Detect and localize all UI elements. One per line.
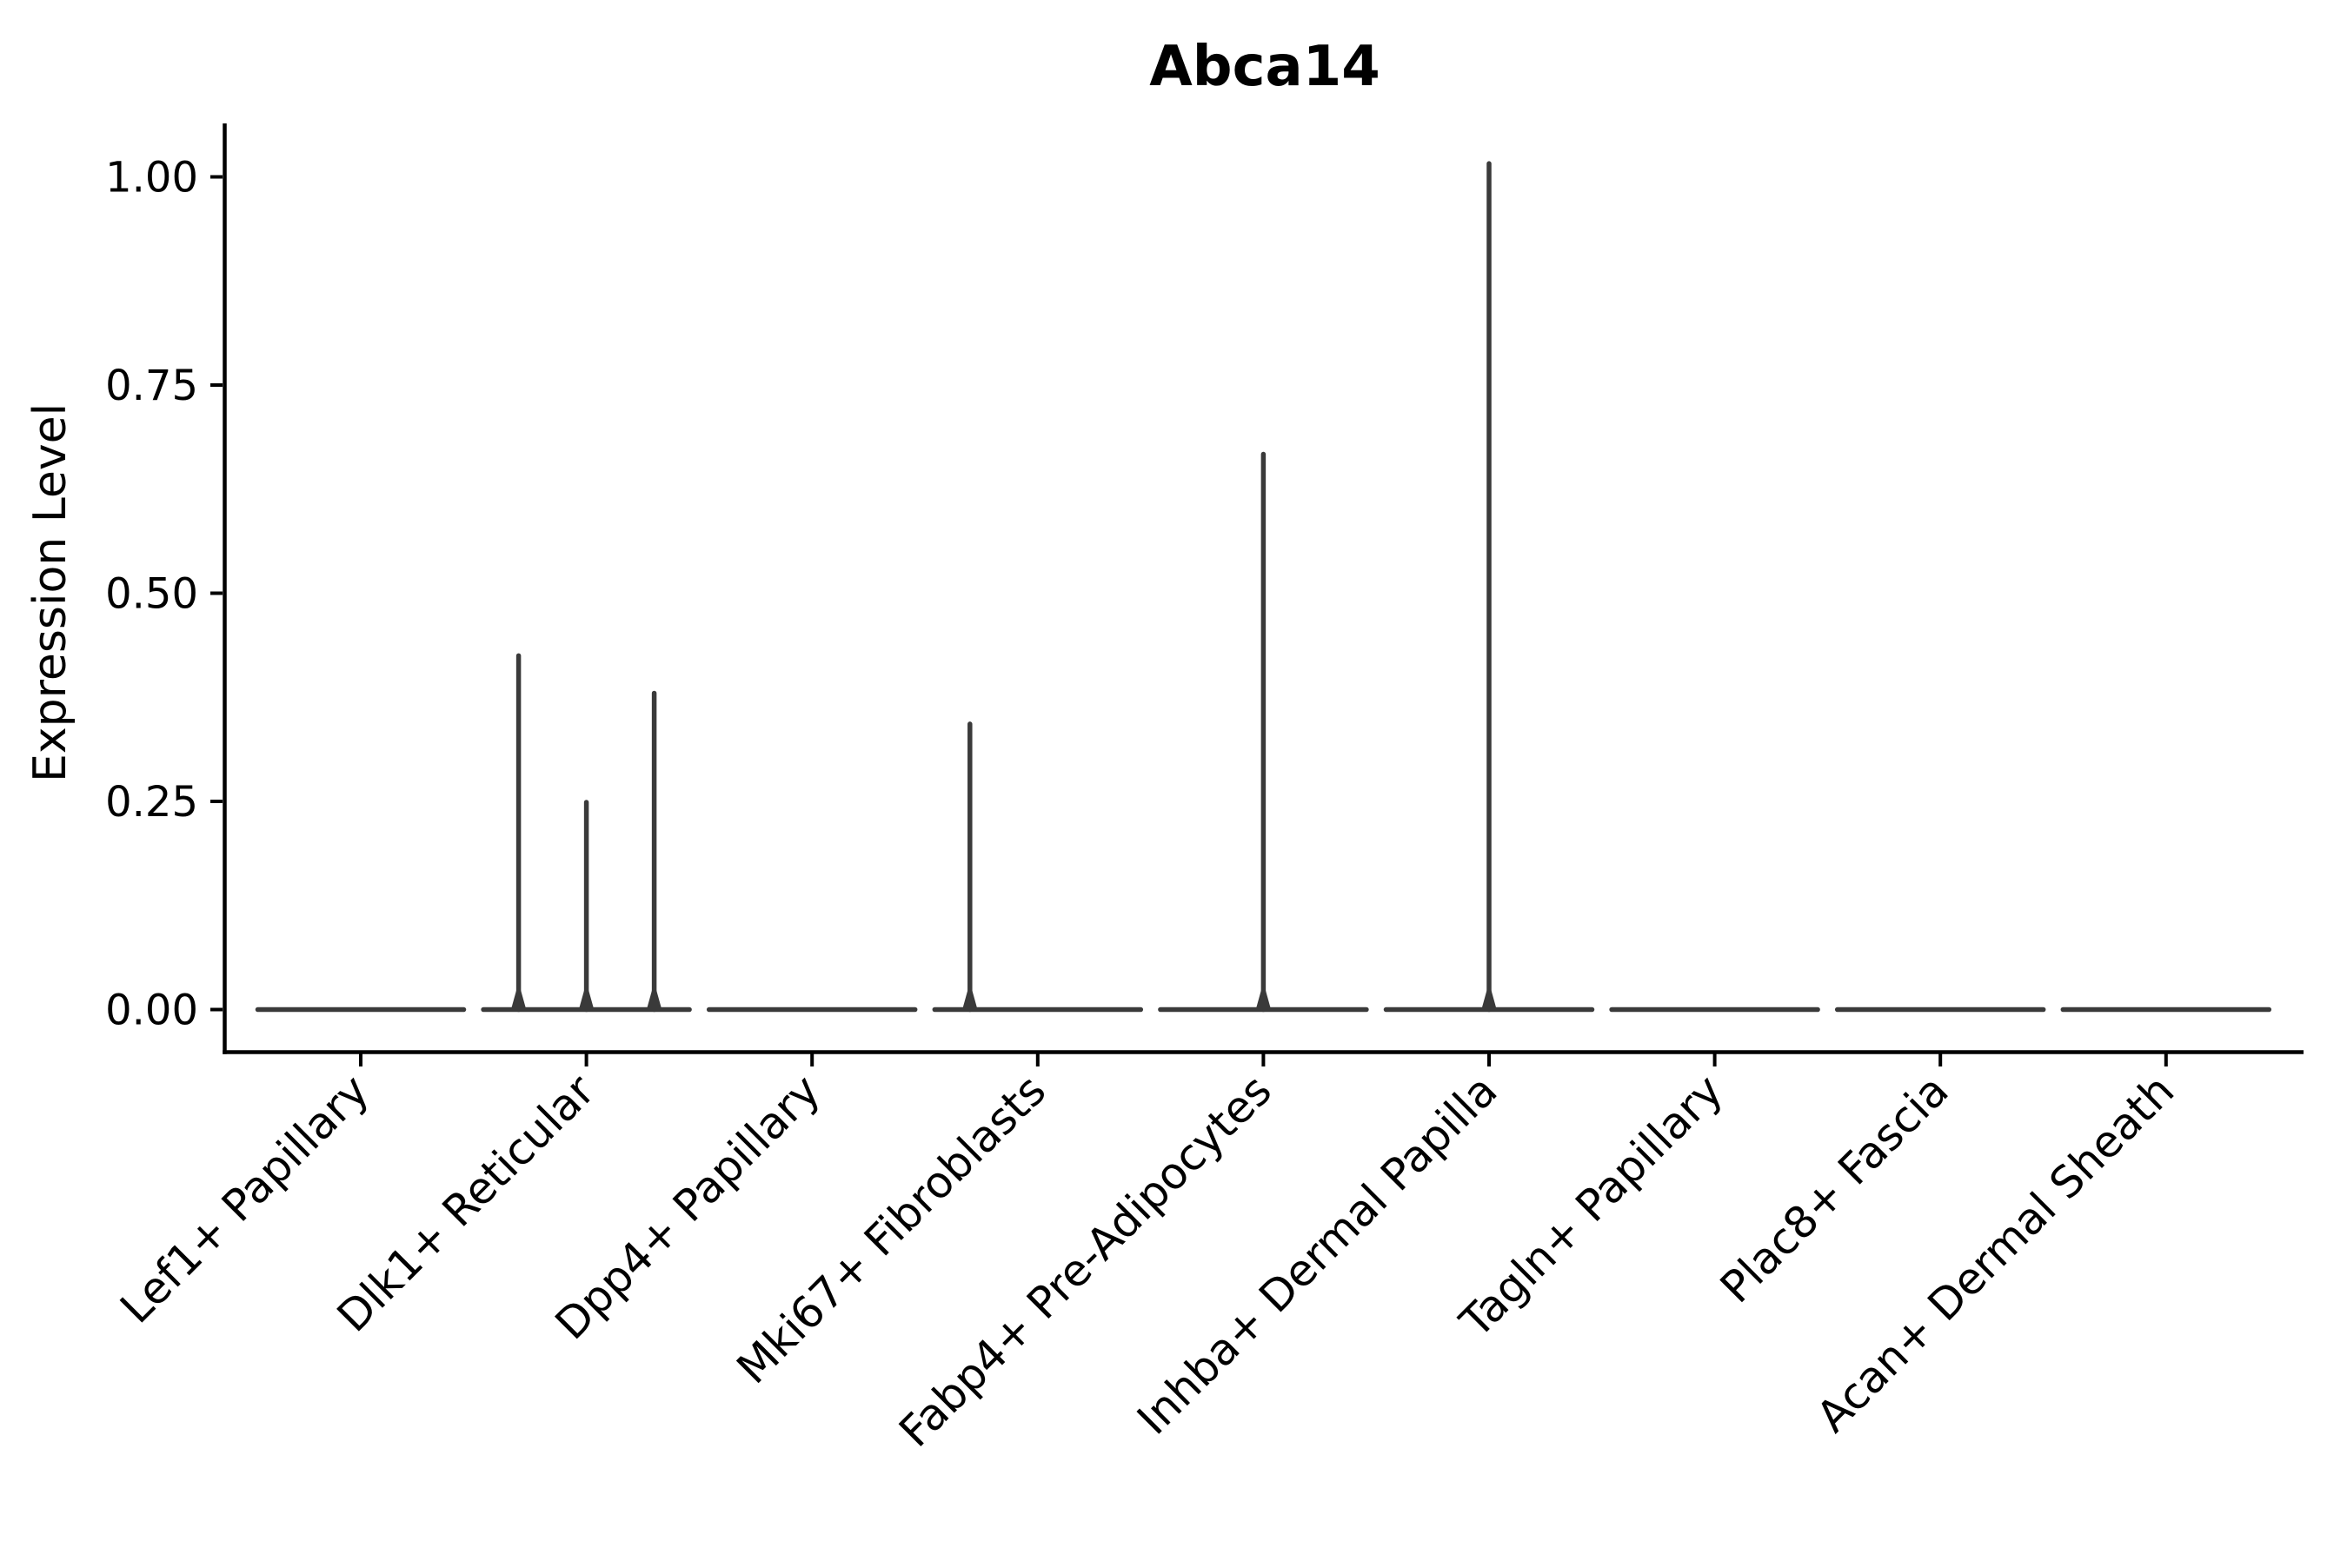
x-tick-label: Lef1+ Papillary <box>110 1065 378 1332</box>
x-tick-label: Inhba+ Dermal Papilla <box>1127 1065 1506 1444</box>
axes <box>223 123 2304 1054</box>
violins <box>255 161 2272 1013</box>
y-tick-label: 0.25 <box>105 778 198 827</box>
y-tick-label: 0.00 <box>105 987 198 1035</box>
x-tick-label: Acan+ Dermal Sheath <box>1807 1065 2184 1442</box>
y-axis-label: Expression Level <box>24 403 76 782</box>
plot-title: Abca14 <box>1149 35 1380 99</box>
x-tick-label: Plac8+ Fascia <box>1711 1065 1958 1312</box>
y-tick-label: 0.50 <box>105 570 198 619</box>
x-tick-label: Fabp4+ Pre-Adipocytes <box>889 1065 1281 1457</box>
y-tick-label: 0.75 <box>105 362 198 410</box>
y-tick-label: 1.00 <box>105 154 198 203</box>
y-ticks: 0.00 0.25 0.50 0.75 1.00 <box>105 154 223 1035</box>
